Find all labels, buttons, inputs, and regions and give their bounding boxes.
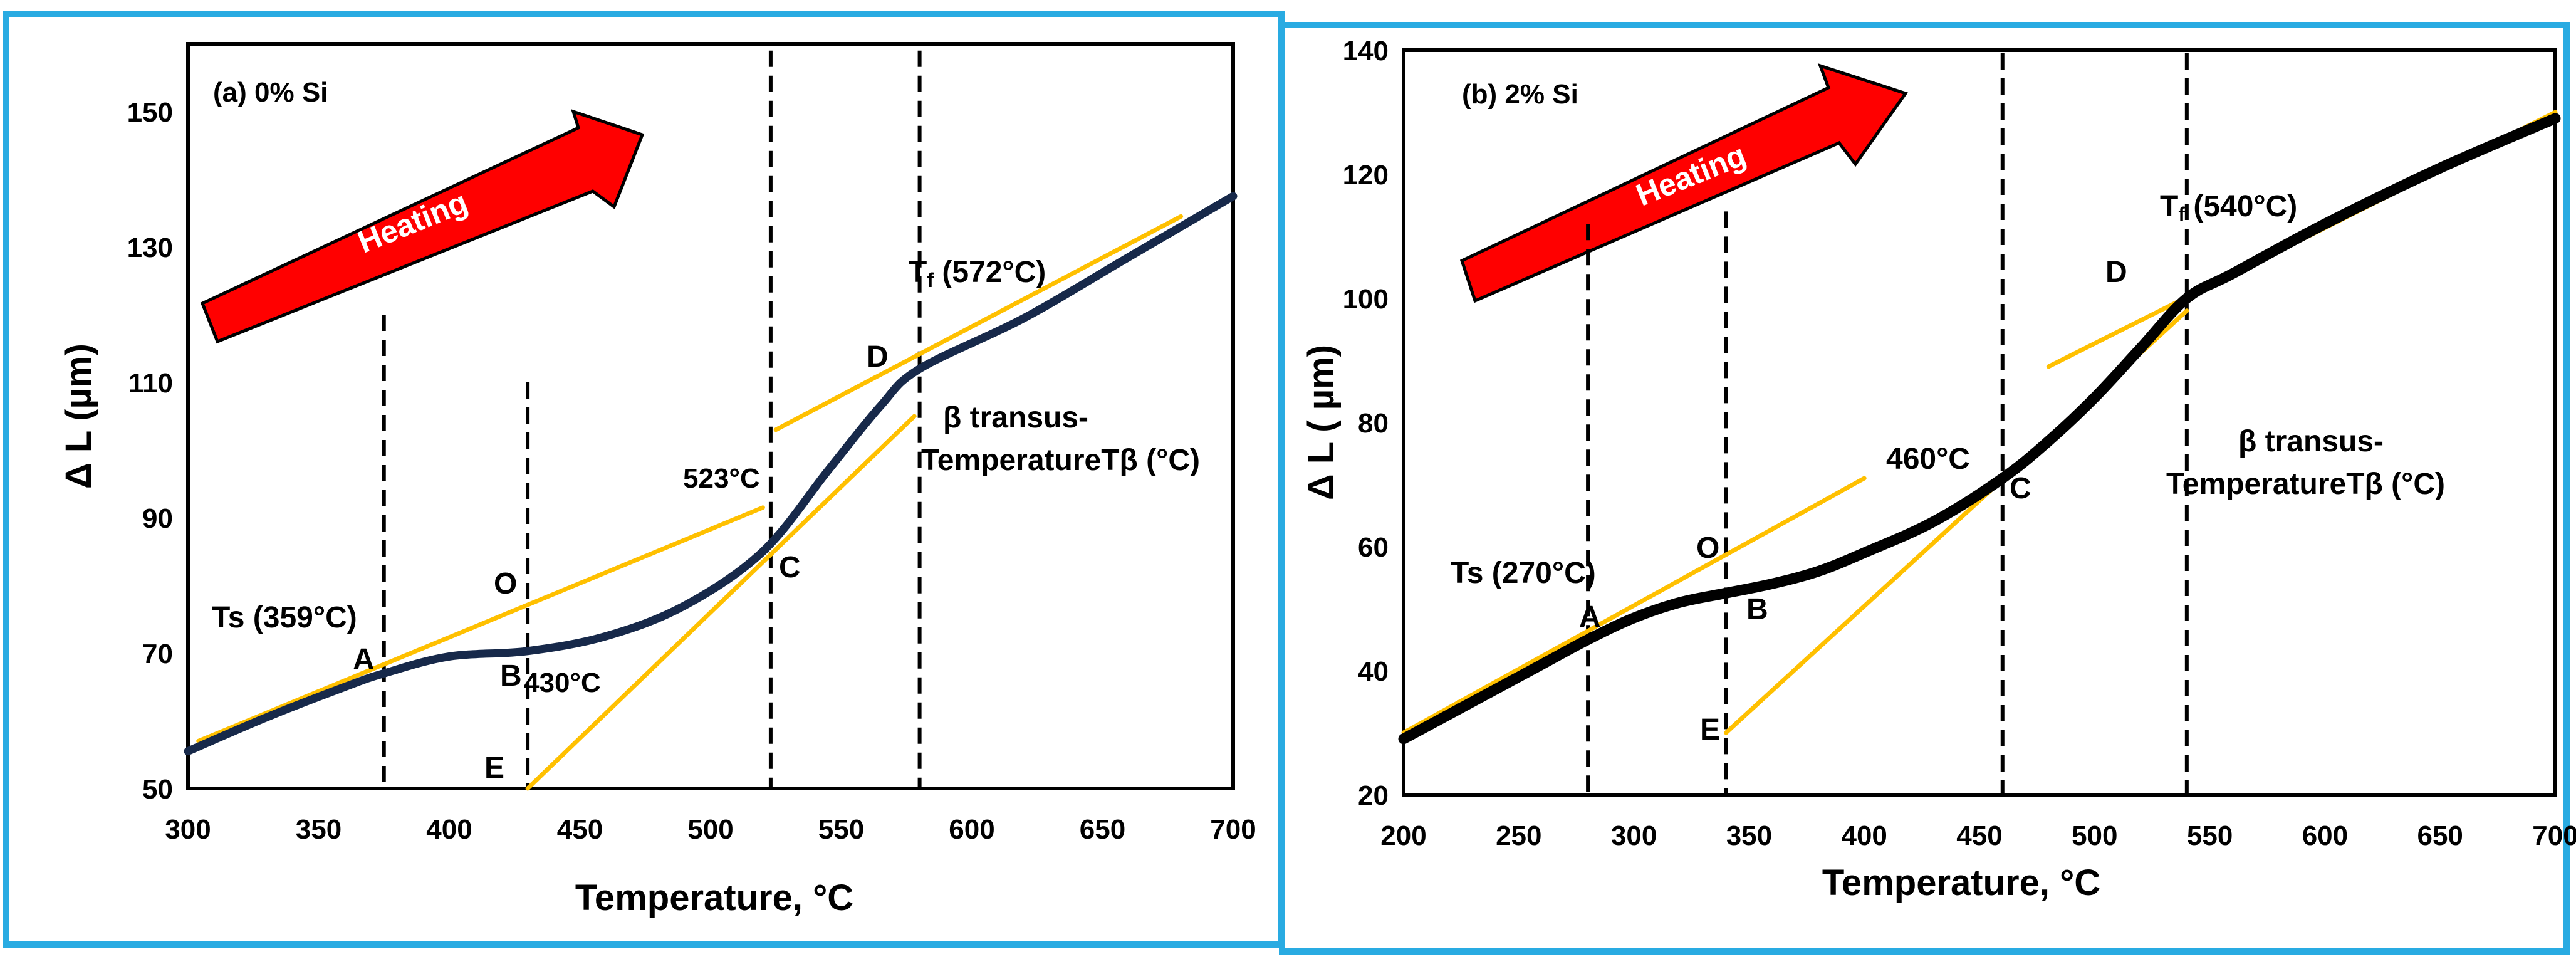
panel-a-point-c-label: C	[779, 551, 801, 584]
panel-b-point-e-label: E	[1700, 713, 1720, 746]
panel-b-y-ticks: 20 40 60 80 100 120 140	[1343, 36, 1389, 811]
panel-a-point-e-label: E	[484, 751, 504, 785]
panel-b-dashed-lines	[1586, 53, 2189, 795]
panel-b-heating-arrow	[1459, 63, 1909, 303]
panel-a-x-tick-label: 350	[296, 814, 342, 845]
panel-b-ts-label: Ts (270°C)	[1451, 557, 1596, 590]
panel-b-x-tick-label: 500	[2072, 820, 2117, 851]
panel-b-x-tick-label: 700	[2532, 820, 2576, 851]
panel-a-c-temp: 523°C	[683, 463, 760, 494]
panel-b-y-tick-label: 40	[1358, 656, 1389, 687]
panel-a-x-tick-label: 450	[557, 814, 603, 845]
panel-a-y-tick-label: 70	[142, 639, 173, 669]
panel-a: Heating 300 350 400 450 500 550 600 650 700 5070…	[3, 11, 1285, 948]
panel-b-x-axis-title: Temperature, °C	[1822, 862, 2100, 903]
panel-a-x-tick-label: 550	[818, 814, 864, 845]
panel-a-x-tick-label: 600	[949, 814, 994, 845]
panel-a-x-ticks: 300 350 400 450 500 550 600 650 700	[165, 814, 1256, 845]
panel-b-tf-label: Tf (540°C)	[2160, 190, 2297, 228]
panel-b-y-tick-label: 60	[1358, 532, 1389, 563]
panel-a-tangent-lines	[196, 214, 1184, 791]
panel-a-x-tick-label: 700	[1210, 814, 1256, 845]
panel-a-curve-group	[184, 192, 1238, 756]
panel-a-dilatation-curve	[184, 192, 1238, 756]
panel-b-x-tick-label: 650	[2417, 820, 2463, 851]
panel-b-y-axis-title: Δ L ( µm)	[1301, 345, 1342, 500]
panel-b-label: (b) 2% Si	[1462, 79, 1578, 110]
panel-b-y-tick-label: 80	[1358, 408, 1389, 439]
panel-a-b-temp: 430°C	[524, 668, 601, 698]
panel-b-tangent-1	[1401, 476, 1867, 735]
panel-a-point-o-label: O	[494, 567, 517, 600]
panel-b-y-tick-label: 120	[1343, 160, 1389, 191]
panel-b-frame	[1279, 22, 2570, 955]
panel-b-y-tick-label: 20	[1358, 780, 1389, 811]
panel-b-x-tick-label: 550	[2187, 820, 2233, 851]
panel-a-y-tick-label: 90	[142, 503, 173, 534]
panel-a-dashed-lines	[382, 50, 922, 788]
panel-b-point-a-label: A	[1579, 600, 1601, 634]
panel-b-x-ticks: 200 250 300 350 400 450 500 550 600 650 700	[1380, 820, 2576, 851]
panel-b-beta-line1: β transus-	[2238, 425, 2384, 458]
panel-a-tangent-1	[196, 505, 765, 743]
panel-b-point-d-label: D	[2105, 256, 2127, 289]
panel-a-x-tick-label: 650	[1080, 814, 1125, 845]
panel-a-label: (a) 0% Si	[213, 77, 328, 108]
panel-a-point-b-label: B	[500, 659, 522, 693]
panel-b-curve-group	[1398, 113, 2561, 745]
panel-a-point-d-label: D	[867, 340, 889, 374]
panel-a-heating-arrow	[200, 109, 645, 344]
panel-a-y-tick-label: 110	[128, 368, 173, 399]
panel-a-tangent-2	[525, 414, 917, 791]
panel-b-x-tick-label: 200	[1380, 820, 1426, 851]
panel-a-y-axis-title: Δ L (µm)	[58, 343, 99, 489]
panel-b-point-o-label: O	[1696, 532, 1719, 565]
panel-b-x-tick-label: 600	[2302, 820, 2348, 851]
panel-b-point-b-label: B	[1746, 593, 1768, 626]
panel-a-x-axis-title: Temperature, °C	[575, 877, 853, 918]
panel-a-y-tick-label: 50	[142, 774, 173, 805]
panel-a-y-tick-label: 150	[127, 97, 173, 128]
panel-a-x-tick-label: 500	[687, 814, 733, 845]
panel-a-y-ticks: 50 70 90 110 130 150	[127, 97, 173, 805]
panel-b-x-tick-label: 250	[1496, 820, 1541, 851]
panel-b-c-temp: 460°C	[1886, 442, 1970, 476]
panel-a-y-tick-label: 130	[127, 233, 173, 263]
panel-b-y-tick-label: 140	[1343, 36, 1389, 66]
panel-b-plot-area	[1402, 48, 2557, 797]
panel-b-dilatation-curve	[1398, 113, 2561, 745]
panel-a-x-tick-label: 400	[426, 814, 472, 845]
panel-a-beta-line2: TemperatureTβ (°C)	[921, 444, 1200, 477]
panel-a-plot-area	[186, 42, 1235, 790]
panel-a-tf-label: Tf (572°C)	[909, 256, 1046, 294]
panel-b-beta-line2: TemperatureTβ (°C)	[2166, 468, 2445, 501]
panel-b-x-tick-label: 400	[1841, 820, 1887, 851]
panel-a-x-tick-label: 300	[165, 814, 211, 845]
panel-a-beta-line1: β transus-	[943, 401, 1088, 434]
panel-b-y-tick-label: 100	[1343, 284, 1389, 315]
panel-a-point-a-label: A	[353, 643, 375, 676]
panel-b-x-tick-label: 350	[1726, 820, 1772, 851]
panel-b-x-tick-label: 450	[1956, 820, 2002, 851]
panel-b-point-c-label: C	[2010, 472, 2031, 505]
panel-b-x-tick-label: 300	[1611, 820, 1657, 851]
panel-b: Heating 200 250 300 350 400 450 500 550 600 650 70…	[1279, 22, 2576, 955]
panel-a-ts-label: Ts (359°C)	[212, 601, 357, 634]
panel-a-tangent-3	[773, 214, 1184, 432]
